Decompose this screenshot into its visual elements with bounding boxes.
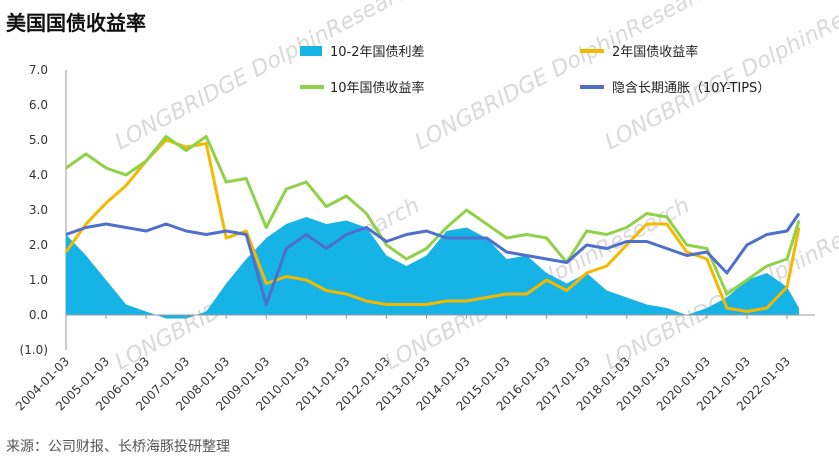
y-tick-label: 0.0: [29, 308, 48, 322]
y-tick-label: 4.0: [29, 168, 48, 182]
legend-label-spread: 10-2年国债利差: [330, 45, 425, 60]
y-tick-label: 6.0: [29, 98, 48, 112]
y-tick-label: 1.0: [29, 273, 48, 287]
plot-area: [64, 135, 815, 319]
watermark-2: LONGBRIDGE DolphinResearch: [411, 0, 724, 155]
y-tick-label: 5.0: [29, 133, 48, 147]
source-note: 来源：公司财报、长桥海豚投研整理: [6, 439, 230, 455]
y-axis: 7.0 6.0 5.0 4.0 3.0 2.0 1.0 0.0 (1.0): [20, 63, 67, 357]
series-line-10y: [65, 135, 801, 296]
series-area-spread: [66, 217, 799, 319]
legend: 10-2年国债利差 2年国债收益率 10年国债收益率 隐含长期通胀（10Y-TI…: [300, 44, 770, 96]
legend-label-tips: 隐含长期通胀（10Y-TIPS）: [612, 80, 770, 96]
y-tick-label: (1.0): [20, 343, 48, 357]
y-tick-label: 3.0: [29, 203, 48, 217]
legend-label-2y: 2年国债收益率: [612, 44, 698, 60]
series-line-tips: [65, 212, 801, 306]
chart-title: 美国国债收益率: [6, 11, 146, 35]
watermark-1: LONGBRIDGE DolphinResearch: [111, 0, 424, 155]
watermark-group: LONGBRIDGE DolphinResearch LONGBRIDGE Do…: [111, 0, 839, 375]
legend-label-10y: 10年国债收益率: [330, 80, 425, 96]
y-tick-label: 7.0: [29, 63, 48, 77]
y-tick-label: 2.0: [29, 238, 48, 252]
legend-swatch-spread: [300, 46, 322, 56]
